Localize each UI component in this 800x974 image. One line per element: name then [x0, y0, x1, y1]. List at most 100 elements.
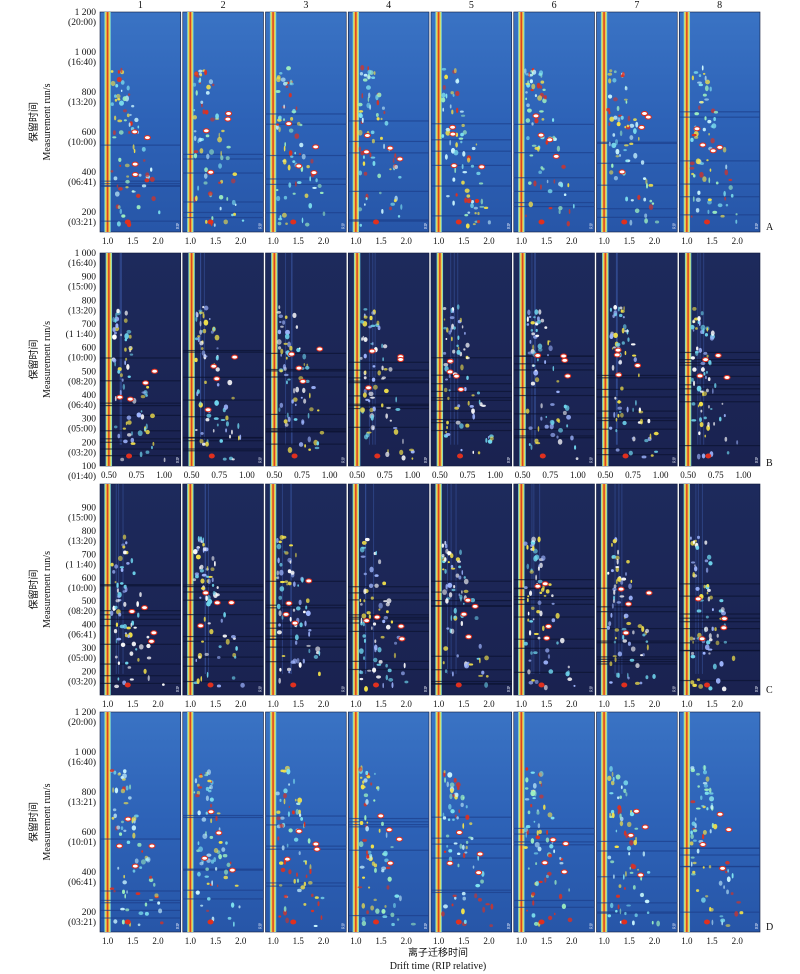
rip-tag: RIP — [671, 456, 676, 463]
peak-spot — [543, 660, 549, 665]
peak-spot — [464, 386, 467, 392]
peak-spot — [132, 816, 137, 822]
peak-spot — [625, 572, 627, 576]
peak-spot — [317, 901, 320, 907]
peak-spot — [638, 373, 640, 378]
peak-spot — [549, 844, 554, 849]
peak-spot — [144, 902, 148, 907]
peak-spot — [202, 305, 205, 309]
peak-marker — [215, 830, 223, 836]
peak-spot — [398, 175, 402, 179]
peak-spot — [363, 376, 367, 380]
peak-spot — [475, 883, 481, 888]
peak-spot — [523, 541, 528, 546]
peak-spot — [632, 630, 635, 635]
peak-marker — [475, 870, 483, 876]
peak-spot — [690, 651, 695, 656]
peak-spot — [368, 391, 374, 397]
background-band — [596, 216, 678, 218]
background-band — [679, 183, 760, 185]
rip-tag: RIP — [340, 922, 345, 929]
peak-spot — [626, 560, 630, 564]
peak-spot — [383, 615, 389, 620]
peak-spot — [613, 584, 617, 588]
peak-spot — [623, 830, 627, 836]
peak-spot — [389, 419, 392, 422]
peak-spot — [619, 595, 625, 598]
peak-spot — [297, 584, 299, 587]
peak-spot — [454, 896, 457, 900]
peak-spot — [205, 786, 210, 791]
x-tick-label: 1.5 — [458, 236, 470, 246]
peak-spot — [211, 880, 213, 886]
peak-spot — [478, 399, 481, 405]
peak-spot — [455, 919, 462, 925]
peak-spot — [114, 564, 119, 569]
peak-spot — [606, 625, 611, 630]
peak-spot — [279, 823, 284, 828]
panel-label: C — [766, 685, 773, 696]
peak-spot — [126, 562, 130, 565]
peak-spot — [617, 805, 622, 811]
peak-marker — [282, 611, 290, 617]
peak-spot — [637, 194, 641, 200]
peak-spot — [305, 874, 308, 879]
peak-spot — [296, 181, 302, 185]
peak-spot — [706, 583, 710, 588]
peak-spot — [535, 328, 538, 333]
peak-spot — [531, 679, 535, 682]
peak-spot — [373, 863, 378, 868]
peak-spot — [460, 364, 464, 371]
peak-spot — [450, 564, 454, 569]
peak-spot — [212, 590, 216, 596]
peak-spot — [539, 610, 543, 617]
peak-spot — [690, 861, 693, 867]
peak-spot — [276, 810, 281, 814]
peak-spot — [211, 216, 214, 221]
peak-spot — [203, 181, 208, 185]
peak-spot — [208, 79, 214, 85]
peak-spot — [692, 306, 697, 311]
peak-spot — [357, 886, 363, 889]
peak-spot — [690, 800, 696, 804]
peak-spot — [526, 316, 529, 322]
panel-label: A — [766, 222, 774, 233]
peak-spot — [279, 569, 284, 576]
background-streak — [204, 484, 206, 674]
peak-spot — [532, 618, 535, 621]
background-band — [100, 675, 181, 677]
background-band — [182, 868, 264, 870]
rip-tag: RIP — [754, 456, 759, 463]
peak-spot — [705, 388, 709, 393]
peak-spot — [113, 890, 116, 893]
peak-marker — [637, 872, 645, 878]
peak-spot — [543, 95, 547, 100]
peak-spot — [628, 450, 633, 456]
peak-spot — [446, 627, 450, 630]
peak-spot — [282, 118, 286, 122]
rip-line — [269, 484, 277, 695]
peak-spot — [462, 151, 466, 157]
heatmap-background — [182, 11, 264, 233]
peak-spot — [719, 599, 724, 603]
peak-spot — [112, 136, 117, 139]
peak-spot — [134, 117, 139, 123]
peak-spot — [373, 71, 376, 75]
heatmap-background — [596, 711, 678, 933]
peak-spot — [370, 414, 374, 421]
peak-spot — [372, 622, 377, 626]
peak-spot — [704, 434, 707, 438]
peak-marker — [532, 113, 540, 119]
peak-spot — [215, 355, 219, 361]
peak-spot — [481, 670, 485, 675]
background-streak — [534, 253, 536, 445]
peak-spot — [467, 400, 470, 406]
peak-spot — [531, 83, 536, 90]
peak-spot — [568, 208, 571, 215]
peak-spot — [708, 787, 712, 793]
peak-spot — [124, 347, 127, 352]
peak-spot — [120, 457, 125, 462]
peak-spot — [363, 353, 367, 359]
background-band — [513, 177, 595, 179]
